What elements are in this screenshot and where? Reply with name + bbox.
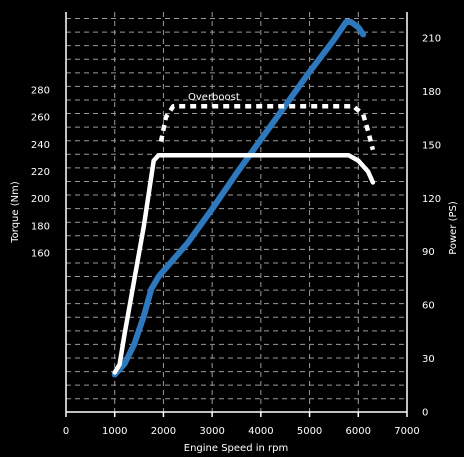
torque-tick-label: 260 — [31, 113, 50, 124]
power-tick-label: 120 — [422, 194, 441, 205]
plot-area — [66, 12, 407, 412]
torque-tick-label: 280 — [31, 86, 50, 97]
torque-axis-title: Torque (Nm) — [10, 181, 21, 244]
x-tick-label: 6000 — [346, 426, 371, 437]
torque-tick-label: 160 — [31, 249, 50, 260]
x-axis-title: Engine Speed in rpm — [184, 443, 288, 454]
x-tick-label: 0 — [63, 426, 69, 437]
x-tick-label: 3000 — [199, 426, 224, 437]
torque-tick-label: 240 — [31, 140, 50, 151]
x-tick-labels: 0 1000 2000 3000 4000 5000 6000 7000 — [63, 426, 420, 437]
grid-lines — [66, 12, 407, 412]
x-tick-label: 4000 — [248, 426, 273, 437]
x-tick-label: 5000 — [297, 426, 322, 437]
power-tick-labels: 0 30 60 90 120 150 180 210 — [422, 34, 441, 419]
x-tick-label: 2000 — [151, 426, 176, 437]
power-curve — [111, 19, 367, 378]
series-lines — [111, 19, 376, 378]
x-tick-label: 7000 — [394, 426, 419, 437]
power-tick-label: 90 — [422, 247, 435, 258]
torque-curve — [112, 152, 376, 375]
overboost-annotation: Overboost — [188, 92, 240, 103]
power-tick-label: 30 — [422, 354, 435, 365]
power-tick-label: 210 — [422, 34, 441, 45]
x-tick-label: 1000 — [102, 426, 127, 437]
power-tick-label: 60 — [422, 301, 435, 312]
power-tick-label: 0 — [422, 408, 428, 419]
power-axis-title: Power (PS) — [448, 201, 459, 255]
torque-tick-label: 200 — [31, 194, 50, 205]
power-tick-label: 180 — [422, 87, 441, 98]
axes — [65, 12, 408, 417]
power-tick-label: 150 — [422, 140, 441, 151]
torque-tick-labels: 160 180 200 220 240 260 280 — [31, 86, 50, 260]
torque-tick-label: 180 — [31, 221, 50, 232]
torque-tick-label: 220 — [31, 167, 50, 178]
